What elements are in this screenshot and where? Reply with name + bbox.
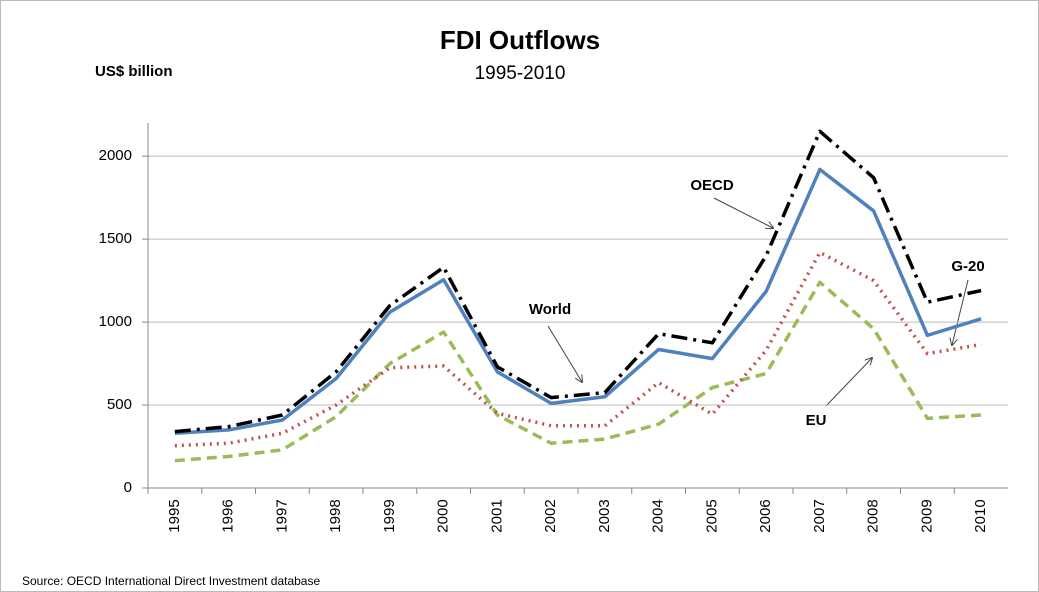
series-line [174, 167, 982, 435]
x-tick-label: 2006 [757, 499, 774, 532]
series-label: EU [806, 412, 827, 429]
x-tick-label: 2003 [596, 499, 613, 532]
x-tick-label: 1999 [381, 499, 398, 532]
x-tick-label: 2004 [650, 499, 667, 532]
arrow [952, 279, 969, 345]
arrow [547, 325, 582, 382]
series-line [174, 280, 982, 463]
series-label: OECD [690, 177, 734, 194]
x-tick-label: 2001 [488, 499, 505, 532]
y-tick-label: 500 [107, 396, 132, 413]
x-tick-label: 1995 [166, 499, 183, 532]
x-tick-label: 2000 [435, 499, 452, 532]
y-axis-label: US$ billion [95, 63, 173, 80]
series-line [174, 129, 982, 434]
y-tick-label: 1000 [99, 313, 132, 330]
x-tick-label: 2010 [972, 499, 989, 532]
chart-subtitle: 1995-2010 [475, 63, 566, 84]
series-label: World [529, 301, 571, 318]
x-tick-label: 1996 [220, 499, 237, 532]
arrow [825, 358, 872, 407]
x-tick-label: 2007 [811, 499, 828, 532]
x-tick-label: 2005 [703, 499, 720, 532]
source: Source: OECD International Direct Invest… [22, 574, 320, 588]
arrow [713, 197, 773, 228]
series-label: G-20 [951, 258, 984, 275]
series-line [174, 250, 982, 448]
y-tick-label: 1500 [99, 230, 132, 247]
y-tick-label: 2000 [99, 147, 132, 164]
y-tick-label: 0 [124, 479, 132, 496]
x-tick-label: 2008 [865, 499, 882, 532]
x-tick-label: 1998 [327, 499, 344, 532]
x-tick-label: 2002 [542, 499, 559, 532]
x-tick-label: 1997 [273, 499, 290, 532]
chart-title: FDI Outflows [440, 25, 600, 55]
x-tick-label: 2009 [918, 499, 935, 532]
